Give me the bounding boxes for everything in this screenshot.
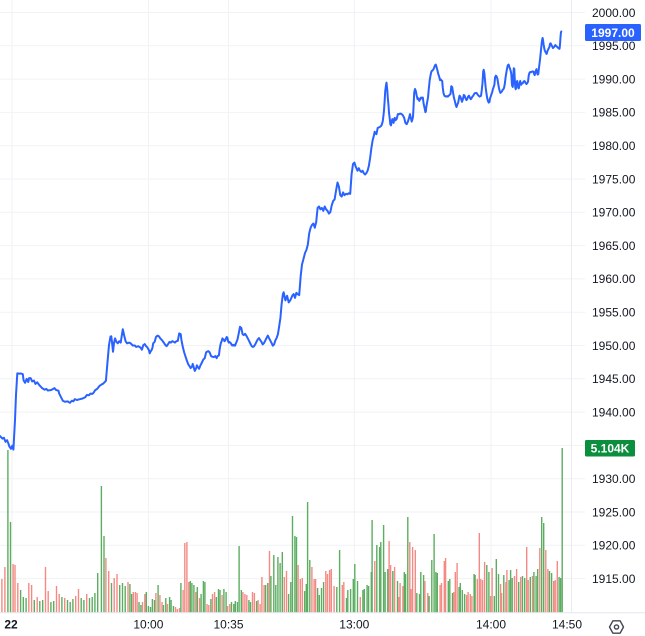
- svg-text:1960.00: 1960.00: [592, 272, 636, 286]
- svg-text:1985.00: 1985.00: [592, 106, 636, 120]
- svg-text:1975.00: 1975.00: [592, 172, 636, 186]
- svg-text:22: 22: [4, 618, 18, 632]
- svg-text:1945.00: 1945.00: [592, 372, 636, 386]
- svg-text:1965.00: 1965.00: [592, 239, 636, 253]
- svg-text:2000.00: 2000.00: [592, 6, 636, 20]
- svg-text:10:35: 10:35: [213, 618, 243, 632]
- svg-text:1920.00: 1920.00: [592, 539, 636, 553]
- svg-text:1997.00: 1997.00: [591, 26, 635, 40]
- svg-text:1955.00: 1955.00: [592, 306, 636, 320]
- svg-text:14:50: 14:50: [552, 618, 582, 632]
- svg-text:1995.00: 1995.00: [592, 39, 636, 53]
- svg-text:14:00: 14:00: [476, 618, 506, 632]
- svg-text:1990.00: 1990.00: [592, 72, 636, 86]
- svg-text:1925.00: 1925.00: [592, 505, 636, 519]
- svg-text:1970.00: 1970.00: [592, 206, 636, 220]
- svg-text:1915.00: 1915.00: [592, 572, 636, 586]
- svg-text:1940.00: 1940.00: [592, 405, 636, 419]
- svg-text:10:00: 10:00: [133, 618, 163, 632]
- svg-text:1950.00: 1950.00: [592, 339, 636, 353]
- svg-text:1980.00: 1980.00: [592, 139, 636, 153]
- svg-text:5.104K: 5.104K: [591, 442, 630, 456]
- svg-text:1930.00: 1930.00: [592, 472, 636, 486]
- svg-text:13:00: 13:00: [339, 618, 369, 632]
